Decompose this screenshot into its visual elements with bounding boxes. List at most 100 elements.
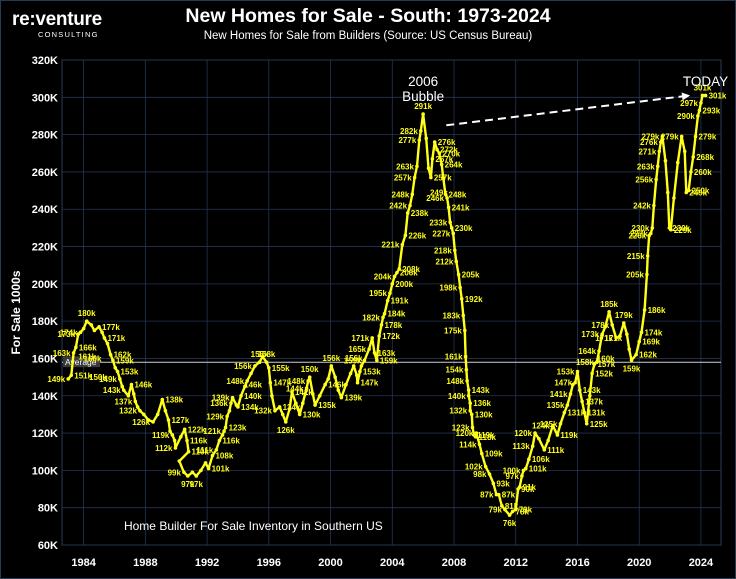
data-point [466,388,471,392]
data-label: 162k [114,351,132,360]
data-point [223,425,228,430]
data-label: 91k [523,483,537,492]
data-point [520,474,524,478]
data-label: 257k [394,174,412,183]
data-label: 158k [251,350,269,359]
data-point [659,140,663,144]
data-point [510,509,515,514]
data-point [466,393,471,398]
data-label: 139k [212,394,230,403]
data-label: 97k [190,480,204,489]
data-label: 250k [692,187,710,196]
data-point [105,341,110,346]
x-tick-label: 2024 [689,557,714,569]
data-point [479,451,484,456]
data-point [470,425,475,430]
data-label: 160k [84,354,102,363]
data-label: 150k [301,365,319,374]
logo-tagline: CONSULTING [38,30,99,39]
data-point [650,226,655,230]
data-label: 131k [567,409,585,418]
data-point [229,401,233,406]
data-point [163,408,168,413]
data-point [599,336,604,340]
data-point [527,457,531,461]
y-tick-label: 80K [38,503,58,515]
data-point [580,399,584,404]
data-point [287,407,292,411]
data-label: 163k [53,349,71,358]
data-label: 159k [380,356,398,365]
data-label: 130k [475,410,493,419]
y-tick-label: 220K [32,242,58,254]
data-label: 182k [362,313,380,322]
data-label: 263k [637,162,655,171]
data-label: 212k [436,257,454,266]
logo-wordmark: re:venture [12,9,102,30]
data-point [182,427,187,432]
data-label: 165k [348,345,366,354]
data-label: 246k [426,194,444,203]
data-label: 276k [640,138,658,147]
data-label: 195k [369,289,387,298]
data-point [421,112,425,116]
data-point [329,364,334,368]
data-point [575,369,580,374]
data-label: 137k [115,397,133,406]
bubble-annotation: 2006 [408,74,438,89]
data-point [584,421,589,426]
data-point [590,371,594,376]
data-point [268,380,273,385]
data-point [113,365,118,370]
data-point [555,433,560,437]
data-point [379,323,384,327]
x-tick-label: 1992 [195,557,219,569]
data-point [537,436,541,441]
y-tick-label: 260K [32,167,58,179]
data-label: 205k [462,271,480,280]
data-label: 218k [434,246,452,255]
data-point [97,324,101,329]
data-label: 163k [378,349,396,358]
y-tick-label: 100K [32,465,58,477]
data-point [400,242,405,247]
data-point [675,160,680,165]
data-point [448,220,452,225]
data-point [390,282,395,286]
data-point [642,308,647,312]
data-label: 156k [345,354,363,363]
data-label: 139k [344,394,362,403]
data-point [74,345,78,350]
y-tick-label: 320K [32,55,58,67]
data-point [160,397,165,402]
data-label: 143k [103,386,121,395]
data-label: 78k [516,507,530,516]
data-point [131,392,136,396]
data-point [326,377,331,381]
data-label: 162k [639,351,657,360]
x-tick-label: 1996 [257,557,281,569]
data-point [558,421,563,426]
data-label: 192k [465,295,483,304]
data-label: 123k [452,423,470,432]
data-label: 152k [595,369,613,378]
data-label: 161k [78,353,96,362]
data-point [405,211,410,215]
data-label: 150k [89,373,107,382]
data-label: 229k [674,226,692,235]
data-point [627,347,631,351]
x-tick-label: 2008 [442,557,466,569]
data-point [359,364,364,368]
data-point [500,504,504,508]
data-label: 279k [642,132,660,141]
data-point [190,470,195,475]
data-point [419,129,423,133]
data-point [185,438,189,443]
data-label: 121k [203,427,221,436]
data-label: 175k [444,326,462,335]
data-point [227,408,232,413]
data-point [652,203,656,208]
data-label: 116k [222,437,240,446]
data-label: 146k [244,381,262,390]
data-label: 140k [448,392,466,401]
